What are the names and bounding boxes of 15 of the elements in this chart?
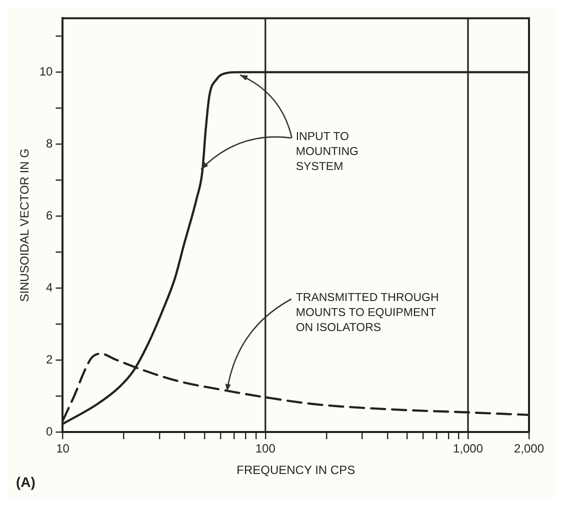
text: (A) (16, 474, 36, 490)
annotation: TRANSMITTED THROUGH MOUNTS TO EQUIPMENT ON ISOLATORS (296, 291, 440, 336)
x-axis-title: FREQUENCY IN CPS (236, 463, 356, 478)
y-tick-label: 4 (46, 280, 54, 295)
x-tick-label: 100 (255, 442, 276, 456)
x-tick-label: 2,000 (514, 442, 544, 456)
y-axis-title: SINUSOIDAL VECTOR IN G (18, 148, 32, 302)
x-tick-label: 1,000 (452, 442, 484, 456)
y-tick-label: 10 (39, 64, 54, 79)
y-tick-label: 8 (46, 136, 54, 151)
annotation: INPUT TO MOUNTING SYSTEM (296, 130, 360, 175)
x-tick-label: 10 (56, 442, 70, 456)
y-tick-label: 0 (46, 424, 54, 439)
y-tick-label: 2 (46, 352, 54, 367)
y-tick-label: 6 (46, 208, 54, 223)
